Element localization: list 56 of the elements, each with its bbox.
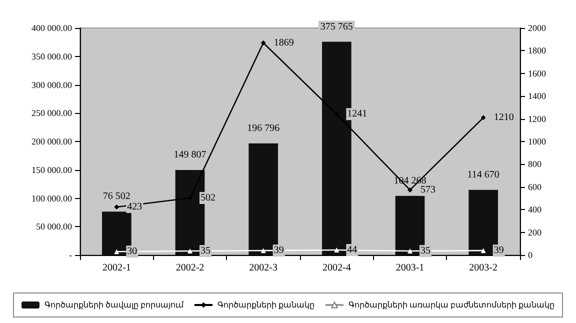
data-label: 149 807 — [174, 149, 206, 160]
data-label: 375 765 — [320, 21, 353, 32]
data-label: 44 — [347, 244, 358, 256]
point — [114, 249, 120, 254]
data-label: 1210 — [494, 112, 514, 124]
data-label: 76 502 — [102, 191, 130, 202]
legend-label: Գործարքների ծավալը բորսայում — [44, 300, 184, 310]
y2-tick-label: 1400 — [528, 91, 546, 102]
point — [480, 248, 486, 254]
y2-tick-label: 1200 — [528, 114, 546, 124]
data-label: 1869 — [274, 37, 294, 48]
y2-tick-label: 600 — [528, 182, 542, 192]
y2-tick-label: 400 — [528, 204, 542, 215]
legend-label: Գործարքների քանակը — [218, 300, 314, 310]
y2-tick-label: 0 — [528, 250, 533, 260]
x-tick-label: 2002-1 — [102, 262, 131, 274]
data-label: 39 — [494, 245, 504, 256]
y2-tick-label: 1000 — [528, 136, 546, 146]
y2-tick-label: 1800 — [528, 46, 546, 56]
y-tick-label: 50 000.00 — [36, 222, 72, 232]
y-tick-label: 300 000.00 — [32, 80, 72, 90]
data-label: 114 670 — [467, 169, 500, 180]
point — [408, 248, 412, 254]
point — [408, 187, 412, 192]
data-label: 573 — [420, 184, 436, 196]
data-label: 196 796 — [247, 122, 280, 134]
y2-tick-label: 1600 — [528, 68, 546, 78]
y-tick-label: - — [69, 250, 72, 260]
data-label: 502 — [200, 192, 216, 204]
y-tick-label: 400 000.00 — [32, 23, 72, 33]
y2-tick-label: 2000 — [528, 23, 546, 33]
point — [260, 40, 266, 46]
x-tick-label: 2003-2 — [469, 262, 498, 274]
data-label: 39 — [274, 245, 284, 256]
y-tick-label: 150 000.00 — [32, 164, 72, 175]
y-tick-label: 100 000.00 — [32, 193, 72, 204]
point — [188, 248, 192, 254]
point — [480, 115, 486, 120]
y2-tick-label: 800 — [528, 159, 542, 170]
x-tick-label: 2002-3 — [249, 262, 278, 274]
point — [114, 204, 120, 210]
data-label: 1241 — [347, 108, 368, 120]
data-label: 30 — [127, 246, 138, 258]
y-tick-label: 200 000.00 — [32, 136, 72, 146]
y-tick-label: 250 000.00 — [32, 108, 72, 118]
data-label: 35 — [200, 246, 210, 257]
point — [260, 248, 266, 254]
data-label: 35 — [420, 246, 430, 257]
data-label: 423 — [127, 201, 142, 212]
x-tick-label: 2003-1 — [396, 262, 424, 274]
y2-tick-label: 200 — [528, 227, 542, 238]
legend-label: Գործարքների առարկա բաժնետոմսերի քանակը — [348, 300, 554, 310]
x-tick-label: 2002-4 — [322, 262, 351, 274]
x-tick-label: 2002-2 — [176, 262, 204, 274]
point — [334, 248, 340, 253]
y-tick-label: 350 000.00 — [32, 51, 72, 62]
